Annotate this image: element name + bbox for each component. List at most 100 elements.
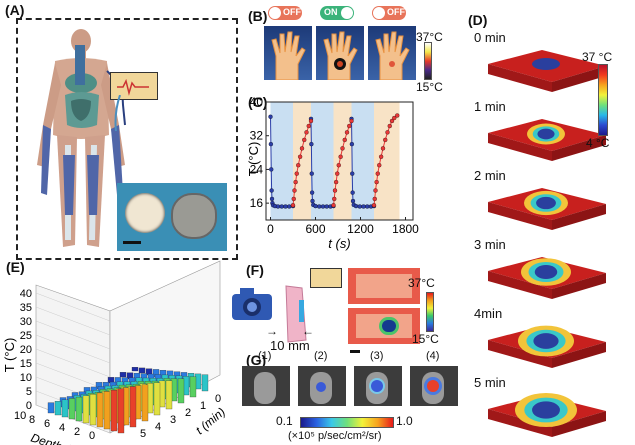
bar	[110, 390, 118, 432]
data-point	[299, 146, 305, 151]
data-point	[361, 204, 366, 209]
y-tick-label: 24	[250, 162, 264, 176]
data-point	[290, 203, 296, 208]
toggle-on[interactable]: ON	[320, 6, 354, 20]
toggle-off-1[interactable]: OFF	[268, 6, 302, 20]
bar	[201, 374, 209, 392]
data-point	[309, 190, 315, 195]
mouse-image-4	[410, 366, 458, 406]
mouse-label-2: (2)	[314, 350, 328, 362]
panel-f-colorbar	[426, 292, 434, 332]
panel-b-scale-max: 37°C	[416, 30, 443, 44]
data-point	[373, 188, 378, 193]
panel-a-label: (A)	[5, 2, 25, 18]
x-tick-label: 1800	[392, 222, 419, 236]
thermal-image-top	[348, 268, 420, 304]
bar	[96, 392, 104, 428]
z-tick-label: 10	[20, 372, 32, 384]
data-point	[292, 188, 297, 193]
grid-line	[35, 306, 111, 336]
slab-time-label: 5 min	[474, 375, 506, 390]
data-point	[347, 123, 352, 129]
data-point	[380, 146, 386, 151]
data-point	[293, 179, 298, 185]
mouse-label-1: (1)	[258, 350, 272, 362]
y-tick-label: 32	[250, 129, 264, 143]
data-point	[331, 203, 336, 208]
toggle-label: ON	[324, 7, 338, 17]
depth-tick-label: 6	[44, 418, 50, 430]
slab-right-face	[552, 204, 606, 230]
panel-d-colorbar	[598, 64, 608, 136]
cool-spot	[532, 58, 560, 70]
data-point	[389, 118, 395, 124]
depth-tick-label: 4	[59, 422, 65, 434]
temperature-chart: 0 600 1200 1800 16 24 32 40 t (s) T (°C)	[248, 95, 419, 251]
data-point	[297, 154, 303, 159]
data-point	[349, 141, 355, 147]
z-tick-label: 15	[20, 358, 32, 370]
panel-d-scale-max: 37 °C	[582, 50, 613, 64]
grid-line	[35, 292, 111, 322]
data-point	[357, 204, 362, 209]
data-point	[333, 179, 339, 185]
panel-f-scale-max: 37°C	[408, 276, 435, 290]
data-point	[324, 204, 329, 209]
data-point	[287, 204, 292, 209]
cool-band	[311, 102, 334, 220]
toggle-off-2[interactable]: OFF	[372, 6, 406, 20]
slab-left-face	[488, 133, 552, 161]
panel-g-scale-min: 0.1	[276, 414, 293, 428]
data-point	[378, 154, 384, 159]
camera-icon	[232, 288, 272, 320]
data-point	[336, 163, 341, 168]
data-point	[313, 203, 318, 209]
human-body-illustration	[37, 29, 126, 247]
x-tick-label: 0	[267, 222, 274, 236]
panel-a-frame	[16, 18, 238, 260]
data-point	[371, 203, 377, 208]
data-point	[385, 130, 390, 135]
data-point	[350, 171, 355, 176]
data-point	[296, 163, 301, 168]
mouse-image-3	[354, 366, 402, 406]
data-point	[310, 198, 315, 204]
x-tick-label: 1200	[347, 222, 374, 236]
data-point	[372, 196, 377, 202]
data-point	[374, 179, 379, 185]
data-point	[294, 171, 299, 176]
y-tick-label: 16	[250, 196, 264, 210]
panel-g-unit: (×10⁵ p/sec/cm²/sr)	[288, 430, 382, 442]
data-point	[332, 188, 338, 193]
z-axis-label: T (°C)	[2, 338, 17, 373]
bar	[119, 372, 127, 378]
panel-f-scale-min: 15°C	[412, 332, 439, 346]
warm-band	[333, 102, 352, 220]
time-tick-label: 1	[200, 400, 206, 412]
gradient-core	[534, 265, 558, 279]
data-point	[317, 204, 322, 209]
data-point	[350, 190, 355, 195]
x-axis-label: t (s)	[328, 236, 350, 251]
bar	[141, 384, 149, 422]
size-label: 10 mm	[270, 338, 310, 353]
slab-time-label: 2 min	[474, 168, 506, 183]
slab-left-face	[488, 271, 552, 299]
slab-left-face	[488, 64, 552, 92]
gradient-core	[532, 401, 560, 419]
depth-tick-label: 10	[14, 410, 26, 422]
thermal-hand-1	[264, 26, 312, 81]
panel-d-scale-min: 4 °C	[586, 136, 610, 150]
data-point	[365, 204, 370, 209]
slab-left-face	[488, 202, 552, 230]
data-point	[309, 141, 314, 147]
arrow-left-icon: →	[266, 324, 278, 338]
panel-b-scale-min: 15°C	[416, 80, 443, 94]
thermal-image-bottom	[348, 308, 420, 344]
panel-f: (F) → ← 10 mm 37°C 15°C	[220, 258, 450, 358]
data-point	[283, 204, 288, 209]
warm-band	[293, 102, 311, 220]
data-point	[350, 198, 356, 204]
gradient-core	[536, 196, 556, 210]
